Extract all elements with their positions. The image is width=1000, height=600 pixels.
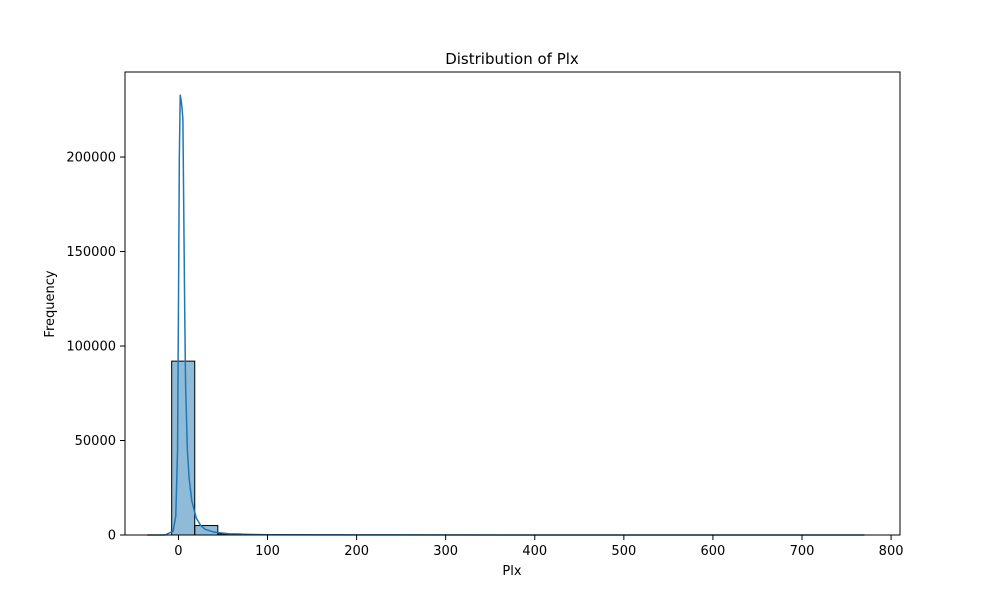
y-axis-title: Frequency [43,270,58,337]
x-tick-label: 200 [344,544,369,559]
y-tick-label: 200000 [66,151,116,166]
y-axis-ticks: 0 50000 100000 150000 200000 [66,151,125,544]
histogram-bars [171,360,288,536]
plot-area-frame [124,71,901,536]
x-tick-label: 100 [255,544,280,559]
histogram-bar-0 [171,360,196,536]
x-axis-title: Plx [502,564,521,579]
x-tick-label: 400 [522,544,547,559]
x-tick-label: 600 [701,544,726,559]
x-tick-label: 700 [790,544,815,559]
y-tick-label: 0 [108,529,116,544]
y-tick-label: 100000 [66,340,116,355]
x-tick-label: 500 [611,544,636,559]
kde-curve [147,94,865,536]
x-tick-label: 0 [174,544,182,559]
y-tick-label: 150000 [66,245,116,260]
x-axis-ticks: 0 100 200 300 400 500 600 700 800 [174,535,904,559]
y-tick-label: 50000 [75,434,116,449]
x-tick-label: 800 [879,544,904,559]
chart-title: Distribution of Plx [445,50,579,68]
x-tick-label: 300 [433,544,458,559]
